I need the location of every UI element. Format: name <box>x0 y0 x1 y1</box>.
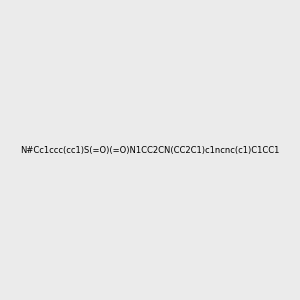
Text: N#Cc1ccc(cc1)S(=O)(=O)N1CC2CN(CC2C1)c1ncnc(c1)C1CC1: N#Cc1ccc(cc1)S(=O)(=O)N1CC2CN(CC2C1)c1nc… <box>20 146 280 154</box>
